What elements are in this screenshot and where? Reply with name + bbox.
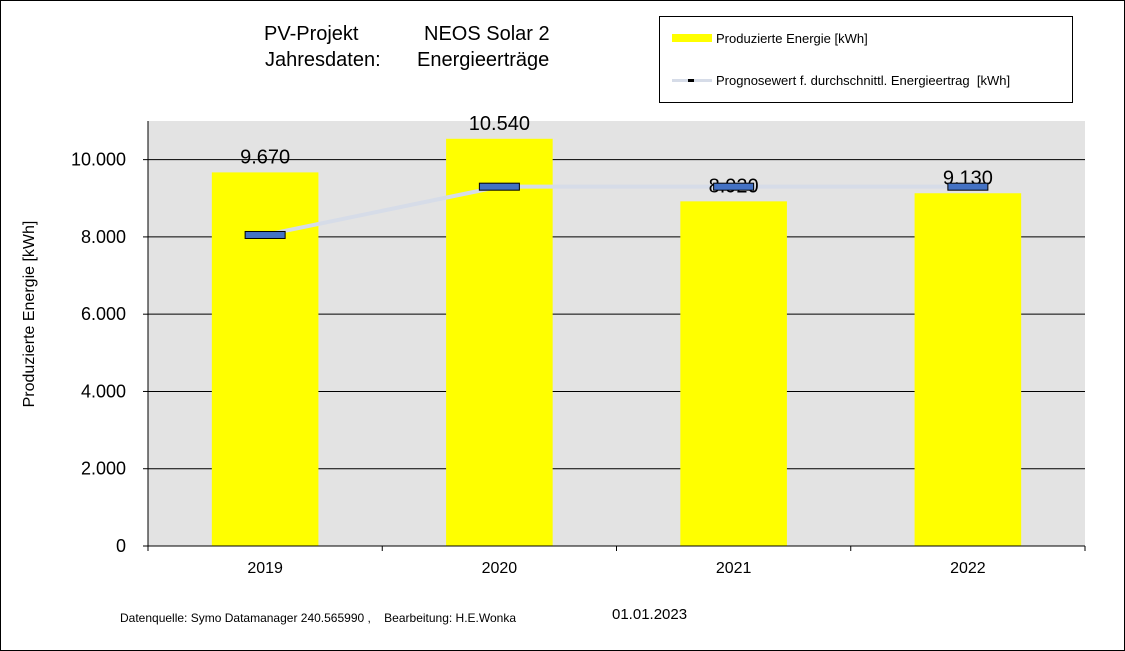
bar-2022 [914, 193, 1022, 546]
y-tick-label: 10.000 [71, 150, 126, 170]
bar-2021 [680, 201, 787, 546]
data-source-note: Datenquelle: Symo Datamanager 240.565990… [120, 611, 517, 625]
data-label-2019: 9.670 [240, 146, 290, 168]
bar-2020 [446, 138, 553, 547]
chart-title-line1-a: PV-Projekt [264, 23, 359, 45]
y-tick-label: 6.000 [81, 304, 126, 324]
y-tick-label: 2.000 [81, 459, 126, 479]
y-tick-label: 4.000 [81, 381, 126, 401]
x-tick-label: 2022 [950, 560, 986, 577]
x-tick-label: 2020 [482, 560, 518, 577]
chart-title-line2-b: Energieerträge [417, 49, 550, 71]
legend-bar-swatch [672, 34, 712, 42]
chart-legend: Produzierte Energie [kWh] Prognosewert f… [659, 16, 1073, 103]
y-axis-title: Produzierte Energie [kWh] [21, 220, 38, 408]
legend-marker-swatch [688, 79, 694, 82]
x-tick-label: 2019 [247, 560, 283, 577]
forecast-line [264, 184, 968, 237]
legend-line-label: Prognosewert f. durchschnittl. Energieer… [716, 73, 1011, 88]
forecast-marker-2019 [244, 230, 286, 239]
y-tick-label: 0 [116, 536, 126, 556]
forecast-marker-2020 [478, 182, 520, 191]
y-tick-label: 8.000 [81, 227, 126, 247]
legend-bar-label: Produzierte Energie [kWh] [716, 31, 868, 46]
forecast-marker-2021 [713, 182, 755, 191]
data-label-2020: 10.540 [469, 113, 530, 135]
chart-title-line2-a: Jahresdaten: [265, 49, 381, 71]
forecast-marker-2022 [947, 182, 989, 191]
x-tick-label: 2021 [716, 560, 752, 577]
footer-date: 01.01.2023 [612, 606, 688, 623]
chart-title-line1-b: NEOS Solar 2 [424, 23, 550, 45]
